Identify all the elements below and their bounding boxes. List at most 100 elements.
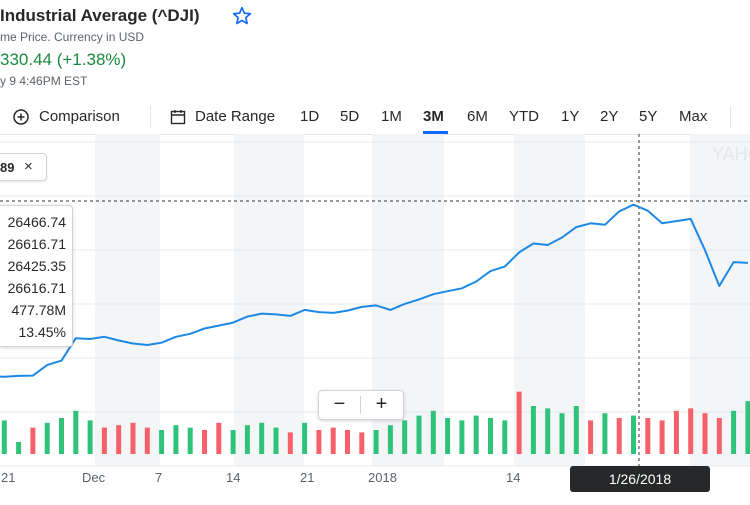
page-title: Industrial Average (^DJI) xyxy=(0,6,200,25)
week-band xyxy=(690,134,750,466)
volume-bar xyxy=(545,408,551,454)
volume-bar xyxy=(488,418,493,454)
volume-bar xyxy=(430,410,436,454)
chip-close-icon[interactable]: × xyxy=(24,158,33,175)
star-icon[interactable] xyxy=(232,6,252,26)
hover-tooltip: 26466.74 26616.71 26425.35 26616.71 477.… xyxy=(0,205,73,347)
volume-bar xyxy=(731,410,737,454)
comparison-chip[interactable]: 89 × xyxy=(0,153,47,181)
x-tick-label: 2018 xyxy=(368,470,397,485)
volume-bar xyxy=(530,406,536,454)
volume-bar xyxy=(1,420,7,454)
range-2y[interactable]: 2Y xyxy=(600,108,619,125)
crosshair-date-label: 1/26/2018 xyxy=(570,466,710,492)
volume-bar xyxy=(688,408,694,454)
range-max[interactable]: Max xyxy=(679,108,708,125)
tooltip-close: 26616.71 xyxy=(7,280,66,296)
week-bands xyxy=(95,134,750,466)
tooltip-low: 26425.35 xyxy=(7,258,66,274)
volume-bar xyxy=(87,420,93,454)
volume-bar xyxy=(101,427,107,454)
volume-bar xyxy=(287,432,293,454)
toolbar-divider xyxy=(150,106,151,128)
volume-bar xyxy=(387,425,393,454)
volume-bar xyxy=(359,432,365,454)
range-5d[interactable]: 5D xyxy=(340,108,360,125)
volume-bar xyxy=(230,430,236,454)
x-tick-label: Dec xyxy=(82,470,106,485)
volume-bar xyxy=(502,420,508,454)
volume-bar xyxy=(130,422,136,454)
x-tick-label: 21 xyxy=(300,470,315,485)
zoom-out-button[interactable]: − xyxy=(333,393,346,415)
range-1m[interactable]: 1M xyxy=(381,108,402,125)
plus-circle-icon[interactable] xyxy=(13,109,29,125)
x-tick-label: 14 xyxy=(506,470,521,485)
volume-bars xyxy=(1,391,750,454)
volume-bar xyxy=(159,430,165,454)
comparison-button[interactable]: Comparison xyxy=(39,108,120,125)
chip-value: 89 xyxy=(0,160,15,175)
range-5y[interactable]: 5Y xyxy=(639,108,658,125)
volume-bar xyxy=(202,430,207,454)
volume-bar xyxy=(445,418,451,454)
toolbar-divider xyxy=(730,106,731,128)
active-range-indicator xyxy=(423,131,448,134)
volume-bar xyxy=(645,418,651,454)
volume-bar xyxy=(373,430,379,454)
currency-note: me Price. Currency in USD xyxy=(0,30,145,44)
volume-bar xyxy=(316,430,322,454)
volume-bar xyxy=(302,422,308,454)
tooltip-change: 13.45% xyxy=(18,324,66,340)
volume-bar xyxy=(631,415,636,454)
chart-toolbar: Comparison Date Range 1D 5D 1M 3M 6M YTD… xyxy=(0,100,750,135)
volume-bar xyxy=(273,427,279,454)
volume-bar xyxy=(473,415,479,454)
tooltip-open: 26466.74 xyxy=(7,214,66,230)
quote-timestamp: y 9 4:46PM EST xyxy=(0,74,88,88)
week-band xyxy=(234,134,304,466)
volume-bar xyxy=(573,406,579,454)
zoom-control: − + xyxy=(318,390,404,420)
volume-bar xyxy=(59,418,64,454)
chart-canvas[interactable]: YAHOO FINANCE xyxy=(0,134,750,500)
volume-bar xyxy=(459,420,465,454)
range-1d[interactable]: 1D xyxy=(300,108,320,125)
volume-bar xyxy=(716,418,722,454)
week-band xyxy=(95,134,160,466)
volume-bar xyxy=(402,420,408,454)
volume-bar xyxy=(659,420,665,454)
calendar-icon[interactable] xyxy=(170,109,186,125)
volume-bar xyxy=(416,415,422,454)
volume-bar xyxy=(116,425,122,454)
stock-chart[interactable]: YAHOO FINANCE xyxy=(0,134,750,500)
volume-bar xyxy=(330,427,336,454)
range-6m[interactable]: 6M xyxy=(467,108,488,125)
range-ytd[interactable]: YTD xyxy=(509,108,539,125)
x-tick-label: 21 xyxy=(1,470,16,485)
volume-bar xyxy=(187,427,193,454)
volume-bar xyxy=(616,418,622,454)
zoom-in-button[interactable]: + xyxy=(375,393,388,415)
price-change: 330.44 (+1.38%) xyxy=(0,50,127,69)
zoom-divider xyxy=(360,396,361,414)
price-line xyxy=(0,203,748,378)
volume-bar xyxy=(745,401,750,454)
range-1y[interactable]: 1Y xyxy=(561,108,580,125)
date-range-button[interactable]: Date Range xyxy=(195,108,276,125)
volume-bar xyxy=(345,430,350,454)
volume-bar xyxy=(173,425,179,454)
range-3m[interactable]: 3M xyxy=(423,108,444,125)
x-tick-label: 7 xyxy=(155,470,163,485)
volume-bar xyxy=(673,410,679,454)
volume-bar xyxy=(144,427,150,454)
x-tick-label: 14 xyxy=(226,470,241,485)
volume-bar xyxy=(259,422,265,454)
volume-bar xyxy=(559,413,565,454)
volume-bar xyxy=(216,422,222,454)
volume-bar xyxy=(30,427,36,454)
volume-bar xyxy=(73,410,79,454)
volume-bar xyxy=(16,442,22,454)
volume-bar xyxy=(516,391,522,454)
volume-bar xyxy=(702,413,708,454)
